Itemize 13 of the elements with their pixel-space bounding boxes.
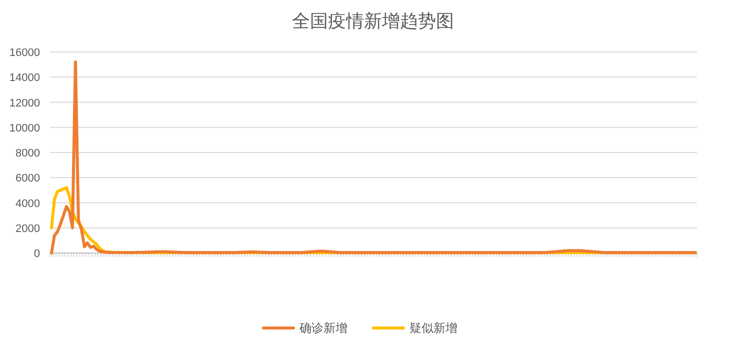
y-tick-label: 14000 xyxy=(9,72,40,84)
legend-label: 疑似新增 xyxy=(410,321,458,335)
y-tick-label: 0 xyxy=(34,248,40,260)
line-series xyxy=(50,60,697,254)
y-tick-label: 4000 xyxy=(16,198,40,210)
legend-label: 确诊新增 xyxy=(298,321,348,335)
y-tick-label: 12000 xyxy=(9,97,40,110)
y-tick-label: 16000 xyxy=(9,47,40,59)
y-tick-label: 6000 xyxy=(16,172,40,185)
chart-title: 全国疫情新增趋势图 xyxy=(292,11,454,31)
y-tick-label: 8000 xyxy=(16,148,40,160)
y-tick-label: 10000 xyxy=(9,122,40,134)
y-tick-label: 2000 xyxy=(16,222,40,235)
